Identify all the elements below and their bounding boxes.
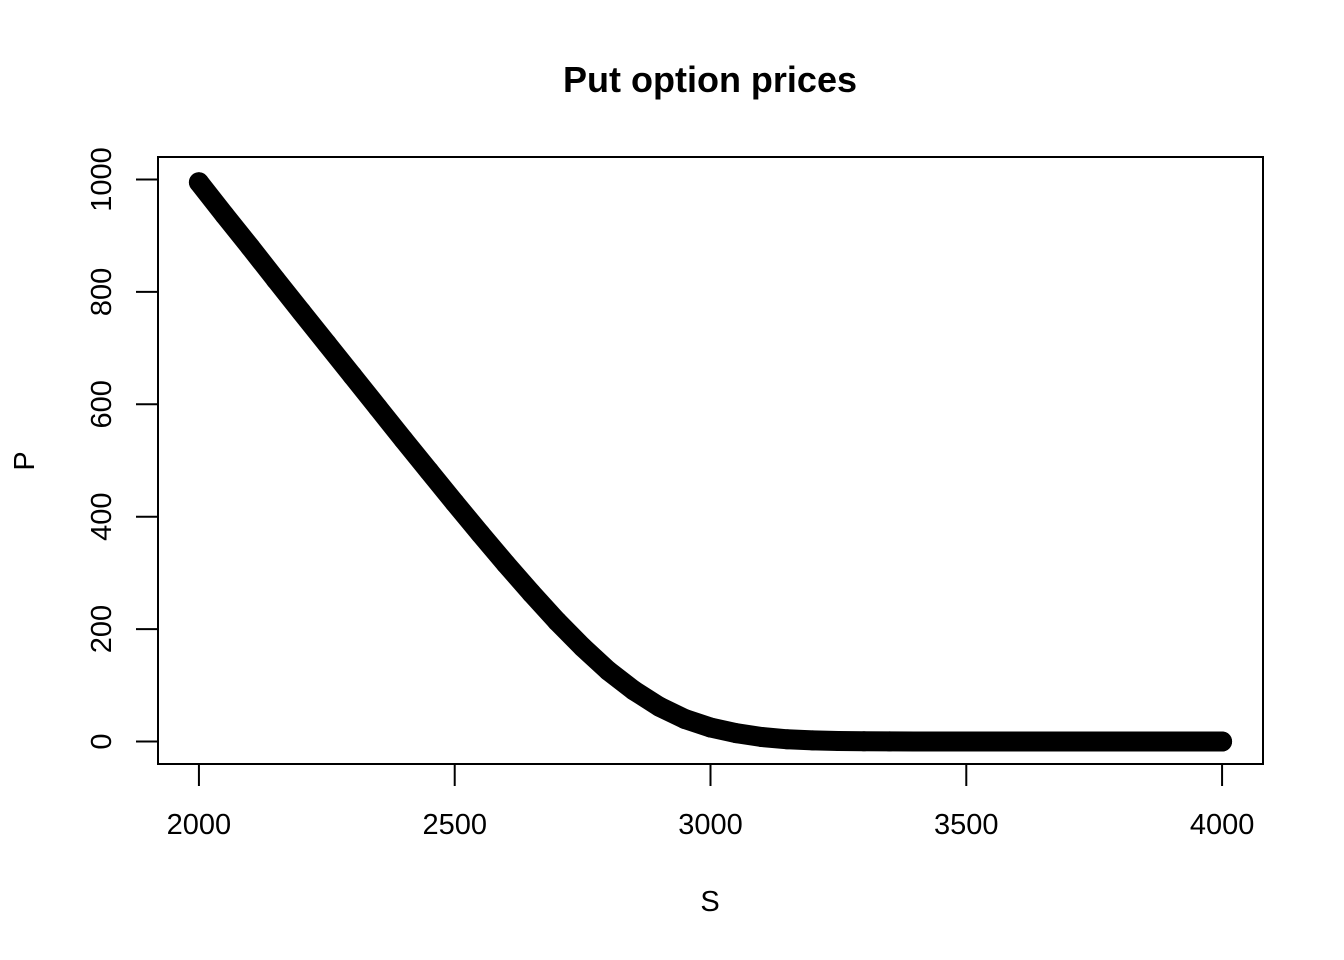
y-tick-label: 400 xyxy=(86,493,118,541)
data-point xyxy=(828,730,849,751)
data-point xyxy=(853,731,874,752)
data-point xyxy=(572,637,593,658)
data-point xyxy=(521,583,542,604)
x-tick-label: 2000 xyxy=(167,809,232,841)
data-point xyxy=(905,731,926,752)
data-point xyxy=(444,492,465,513)
y-axis-label: P xyxy=(9,451,41,470)
data-point xyxy=(393,429,414,450)
data-point xyxy=(1212,731,1233,752)
data-point xyxy=(495,553,516,574)
y-axis: 0 200 400 600 800 1000 xyxy=(86,147,159,750)
y-tick-label: 600 xyxy=(86,380,118,428)
x-tick-label: 4000 xyxy=(1190,809,1255,841)
x-tick-label: 2500 xyxy=(422,809,487,841)
data-point xyxy=(700,717,721,738)
data-point xyxy=(240,236,261,257)
data-point xyxy=(649,696,670,717)
price-curve-band xyxy=(188,172,1233,752)
x-axis-label: S xyxy=(700,886,719,918)
data-point xyxy=(726,723,747,744)
data-point xyxy=(751,727,772,748)
data-point xyxy=(623,680,644,701)
data-point xyxy=(674,709,695,730)
y-tick-label: 0 xyxy=(86,733,118,749)
data-point xyxy=(470,523,491,544)
plot-frame xyxy=(157,156,1264,765)
data-point xyxy=(367,397,388,418)
x-tick-label: 3000 xyxy=(678,809,743,841)
data-point xyxy=(802,730,823,751)
data-point xyxy=(214,204,235,225)
chart-title: Put option prices xyxy=(563,59,857,100)
data-point xyxy=(316,333,337,354)
data-point xyxy=(342,365,363,386)
data-point xyxy=(188,172,209,193)
price-curve xyxy=(188,172,1233,752)
x-axis: 2000 2500 3000 3500 4000 xyxy=(167,763,1255,841)
data-point xyxy=(1058,731,1079,752)
data-point xyxy=(419,461,440,482)
y-tick-label: 1000 xyxy=(86,147,118,212)
data-point xyxy=(1109,731,1130,752)
y-tick-label: 200 xyxy=(86,605,118,653)
data-point xyxy=(547,611,568,632)
data-point xyxy=(1007,731,1028,752)
data-point xyxy=(879,731,900,752)
data-point xyxy=(265,269,286,290)
data-point xyxy=(598,660,619,681)
data-point xyxy=(956,731,977,752)
x-tick-label: 3500 xyxy=(934,809,999,841)
y-tick-label: 800 xyxy=(86,268,118,316)
data-point xyxy=(1160,731,1181,752)
data-point xyxy=(291,301,312,322)
data-point xyxy=(777,729,798,750)
